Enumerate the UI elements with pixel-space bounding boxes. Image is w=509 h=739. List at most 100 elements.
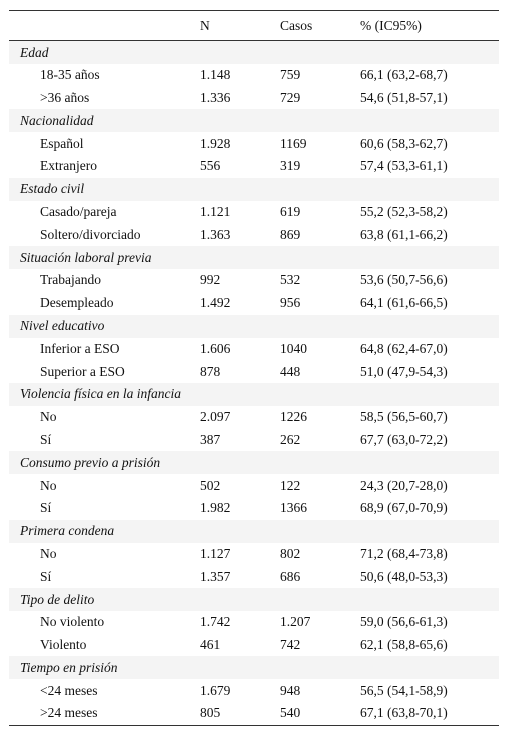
group-label: Consumo previo a prisión — [9, 451, 499, 475]
row-label: No — [40, 477, 57, 493]
cell: 802 — [280, 545, 301, 561]
cell: 448 — [280, 363, 301, 379]
cell: 1226 — [280, 409, 307, 425]
row-label: Extranjero — [40, 158, 97, 174]
cell: 2.097 — [200, 409, 231, 425]
data-row: >24 meses 805 540 67,1 (63,8-70,1) — [9, 702, 499, 726]
cell: 1.363 — [200, 226, 231, 242]
header-cell: N — [200, 17, 210, 33]
row-label: No — [40, 545, 57, 561]
row-label: <24 meses — [40, 682, 98, 698]
cell: 57,4 (53,3-61,1) — [360, 158, 448, 174]
data-row: Violento 461 742 62,1 (58,8-65,6) — [9, 634, 499, 657]
cell: 1.492 — [200, 295, 231, 311]
row-label: Trabajando — [40, 272, 101, 288]
data-row: Sí 1.357 686 50,6 (48,0-53,3) — [9, 565, 499, 588]
cell: 461 — [200, 637, 221, 653]
data-row: >36 años 1.336 729 54,6 (51,8-57,1) — [9, 87, 499, 110]
cell: 502 — [200, 477, 221, 493]
cell: 51,0 (47,9-54,3) — [360, 363, 448, 379]
data-row: No 2.097 1226 58,5 (56,5-60,7) — [9, 406, 499, 429]
cell: 992 — [200, 272, 221, 288]
cell: 1.121 — [200, 204, 231, 220]
cell: 262 — [280, 431, 301, 447]
cell: 1.357 — [200, 568, 231, 584]
cell: 53,6 (50,7-56,6) — [360, 272, 448, 288]
cell: 805 — [200, 705, 221, 721]
group-row: Nacionalidad — [9, 109, 499, 133]
row-label: Desempleado — [40, 295, 114, 311]
cell: 1.679 — [200, 682, 231, 698]
cell: 869 — [280, 226, 301, 242]
cell: 54,6 (51,8-57,1) — [360, 90, 448, 106]
cell: 1.982 — [200, 500, 231, 516]
header-cell: Casos — [280, 17, 313, 33]
data-row: Desempleado 1.492 956 64,1 (61,6-66,5) — [9, 292, 499, 315]
table-body: Edad 18-35 años 1.148 759 66,1 (63,2-68,7) >3… — [9, 40, 499, 726]
data-row: <24 meses 1.679 948 56,5 (54,1-58,9) — [9, 679, 499, 702]
group-label: Nacionalidad — [9, 109, 499, 133]
row-label: Español — [40, 135, 84, 151]
cell: 64,8 (62,4-67,0) — [360, 340, 448, 356]
data-row: Trabajando 992 532 53,6 (50,7-56,6) — [9, 269, 499, 292]
header-cell — [9, 11, 200, 41]
data-row: Inferior a ESO 1.606 1040 64,8 (62,4-67,0) — [9, 338, 499, 361]
cell: 686 — [280, 568, 301, 584]
data-row: Casado/pareja 1.121 619 55,2 (52,3-58,2) — [9, 201, 499, 224]
group-row: Primera condena — [9, 519, 499, 543]
cell: 59,0 (56,6-61,3) — [360, 614, 448, 630]
row-label: Violento — [40, 637, 87, 653]
cell: 556 — [200, 158, 221, 174]
cell: 619 — [280, 204, 301, 220]
group-label: Nivel educativo — [9, 314, 499, 338]
cell: 387 — [200, 431, 221, 447]
group-row: Situación laboral previa — [9, 246, 499, 270]
table-header: N Casos % (IC95%) — [9, 10, 499, 41]
cell: 1.928 — [200, 135, 231, 151]
cell: 60,6 (58,3-62,7) — [360, 135, 448, 151]
row-label: No violento — [40, 614, 105, 630]
cell: 319 — [280, 158, 301, 174]
row-label: 18-35 años — [40, 67, 100, 83]
cell: 948 — [280, 682, 301, 698]
cell: 878 — [200, 363, 221, 379]
cell: 1.127 — [200, 545, 231, 561]
cell: 68,9 (67,0-70,9) — [360, 500, 448, 516]
data-row: No violento 1.742 1.207 59,0 (56,6-61,3) — [9, 611, 499, 634]
row-label: Sí — [40, 500, 52, 516]
cell: 1.606 — [200, 340, 231, 356]
group-label: Primera condena — [9, 519, 499, 543]
row-label: Casado/pareja — [40, 204, 117, 220]
row-label: Inferior a ESO — [40, 340, 120, 356]
cell: 67,1 (63,8-70,1) — [360, 705, 448, 721]
cell: 58,5 (56,5-60,7) — [360, 409, 448, 425]
group-label: Situación laboral previa — [9, 246, 499, 270]
row-label: No — [40, 409, 57, 425]
header-row: N Casos % (IC95%) — [9, 10, 499, 41]
table-wrap: N Casos % (IC95%) Edad 18-35 años 1.148 759… — [9, 10, 499, 726]
group-label: Violencia física en la infancia — [9, 382, 499, 406]
cell: 71,2 (68,4-73,8) — [360, 545, 448, 561]
group-label: Tiempo en prisión — [9, 656, 499, 680]
group-row: Edad — [9, 40, 499, 64]
row-label: Sí — [40, 431, 52, 447]
row-label: Soltero/divorciado — [40, 226, 141, 242]
group-row: Tiempo en prisión — [9, 656, 499, 680]
group-row: Tipo de delito — [9, 588, 499, 611]
cell: 66,1 (63,2-68,7) — [360, 67, 448, 83]
cell: 50,6 (48,0-53,3) — [360, 568, 448, 584]
group-label: Estado civil — [9, 177, 499, 201]
cell: 1.207 — [280, 614, 311, 630]
row-label: >36 años — [40, 90, 90, 106]
data-row: Español 1.928 1169 60,6 (58,3-62,7) — [9, 132, 499, 155]
group-label: Edad — [9, 40, 499, 64]
group-row: Consumo previo a prisión — [9, 451, 499, 475]
cell: 729 — [280, 90, 301, 106]
cell: 759 — [280, 67, 301, 83]
data-row: Extranjero 556 319 57,4 (53,3-61,1) — [9, 155, 499, 178]
table: N Casos % (IC95%) Edad 18-35 años 1.148 759… — [9, 10, 499, 726]
header-cell: % (IC95%) — [360, 17, 422, 33]
group-row: Violencia física en la infancia — [9, 382, 499, 406]
group-row: Estado civil — [9, 177, 499, 201]
cell: 24,3 (20,7-28,0) — [360, 477, 448, 493]
